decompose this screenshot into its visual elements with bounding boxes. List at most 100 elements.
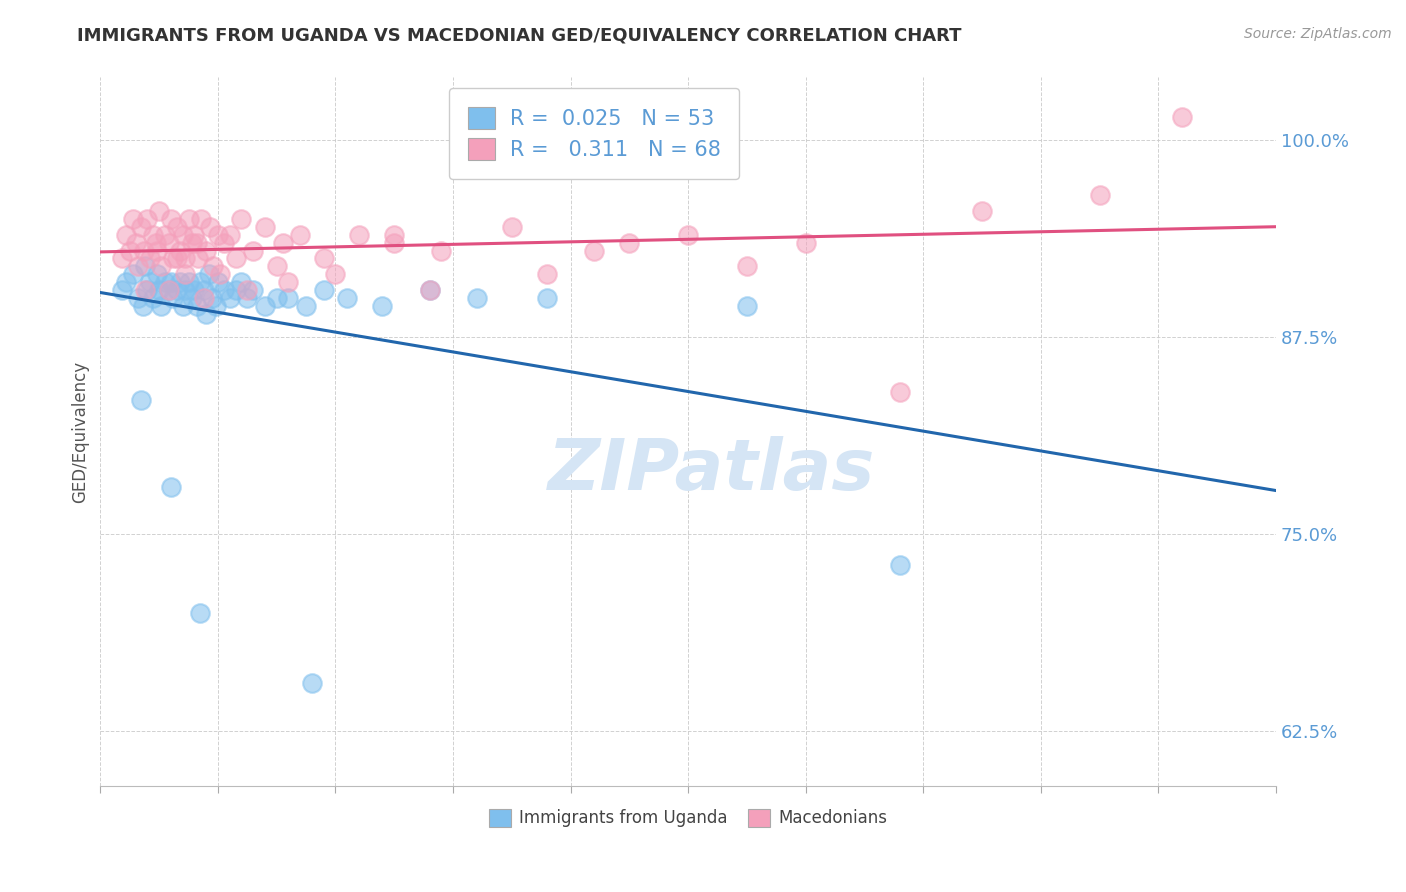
Point <box>174 283 197 297</box>
Point <box>127 291 149 305</box>
Point <box>157 235 180 250</box>
Point <box>347 227 370 242</box>
Point <box>209 267 232 281</box>
Point <box>177 212 200 227</box>
Point <box>131 393 153 408</box>
Point <box>153 275 176 289</box>
Point <box>1171 110 1194 124</box>
Point <box>266 291 288 305</box>
Point <box>118 244 141 258</box>
Point <box>231 275 253 289</box>
Point <box>110 252 132 266</box>
Point <box>172 299 194 313</box>
Point <box>735 260 758 274</box>
Point <box>253 219 276 234</box>
Point <box>536 267 558 281</box>
Point <box>131 299 153 313</box>
Point <box>465 291 488 305</box>
Point <box>146 244 169 258</box>
Point <box>207 227 229 242</box>
Point <box>174 267 197 281</box>
Point <box>169 275 191 289</box>
Point <box>204 299 226 313</box>
Point <box>889 558 911 573</box>
Point <box>169 244 191 258</box>
Point <box>253 299 276 313</box>
Point <box>218 227 240 242</box>
Text: ZIPatlas: ZIPatlas <box>548 436 876 506</box>
Point <box>148 283 170 297</box>
Point <box>146 267 169 281</box>
Point <box>225 252 247 266</box>
Point <box>1088 188 1111 202</box>
Point <box>201 291 224 305</box>
Point <box>157 283 180 297</box>
Point <box>142 227 165 242</box>
Point <box>197 267 219 281</box>
Point <box>242 244 264 258</box>
Point <box>110 283 132 297</box>
Point <box>122 212 145 227</box>
Point <box>190 212 212 227</box>
Point <box>418 283 440 297</box>
Point <box>536 291 558 305</box>
Point <box>195 244 218 258</box>
Point <box>583 244 606 258</box>
Point <box>501 219 523 234</box>
Point <box>177 275 200 289</box>
Point <box>160 212 183 227</box>
Point <box>236 283 259 297</box>
Point <box>124 235 146 250</box>
Point <box>181 291 204 305</box>
Y-axis label: GED/Equivalency: GED/Equivalency <box>72 360 89 503</box>
Point <box>277 275 299 289</box>
Point <box>183 283 205 297</box>
Point <box>295 299 318 313</box>
Point <box>132 244 155 258</box>
Point <box>136 212 159 227</box>
Point <box>166 219 188 234</box>
Point <box>131 219 153 234</box>
Point <box>218 291 240 305</box>
Point <box>312 283 335 297</box>
Text: IMMIGRANTS FROM UGANDA VS MACEDONIAN GED/EQUIVALENCY CORRELATION CHART: IMMIGRANTS FROM UGANDA VS MACEDONIAN GED… <box>77 27 962 45</box>
Point <box>162 252 184 266</box>
Point <box>735 299 758 313</box>
Point <box>271 235 294 250</box>
Point <box>382 235 405 250</box>
Text: Source: ZipAtlas.com: Source: ZipAtlas.com <box>1244 27 1392 41</box>
Point <box>970 204 993 219</box>
Point <box>225 283 247 297</box>
Point <box>198 219 221 234</box>
Point <box>166 283 188 297</box>
Point <box>166 252 188 266</box>
Point <box>301 676 323 690</box>
Point <box>122 267 145 281</box>
Point <box>142 291 165 305</box>
Point <box>794 235 817 250</box>
Point <box>138 252 160 266</box>
Point <box>231 212 253 227</box>
Point <box>134 283 156 297</box>
Point <box>162 291 184 305</box>
Point <box>134 260 156 274</box>
Point <box>193 291 215 305</box>
Point <box>150 299 173 313</box>
Legend: Immigrants from Uganda, Macedonians: Immigrants from Uganda, Macedonians <box>482 802 894 834</box>
Point <box>172 227 194 242</box>
Point <box>188 606 211 620</box>
Point <box>207 275 229 289</box>
Point <box>290 227 312 242</box>
Point <box>127 260 149 274</box>
Point <box>181 235 204 250</box>
Point <box>266 260 288 274</box>
Point <box>174 252 197 266</box>
Point <box>430 244 453 258</box>
Point <box>371 299 394 313</box>
Point <box>889 385 911 400</box>
Point <box>183 227 205 242</box>
Point <box>150 260 173 274</box>
Point <box>242 283 264 297</box>
Point <box>277 291 299 305</box>
Point <box>193 283 215 297</box>
